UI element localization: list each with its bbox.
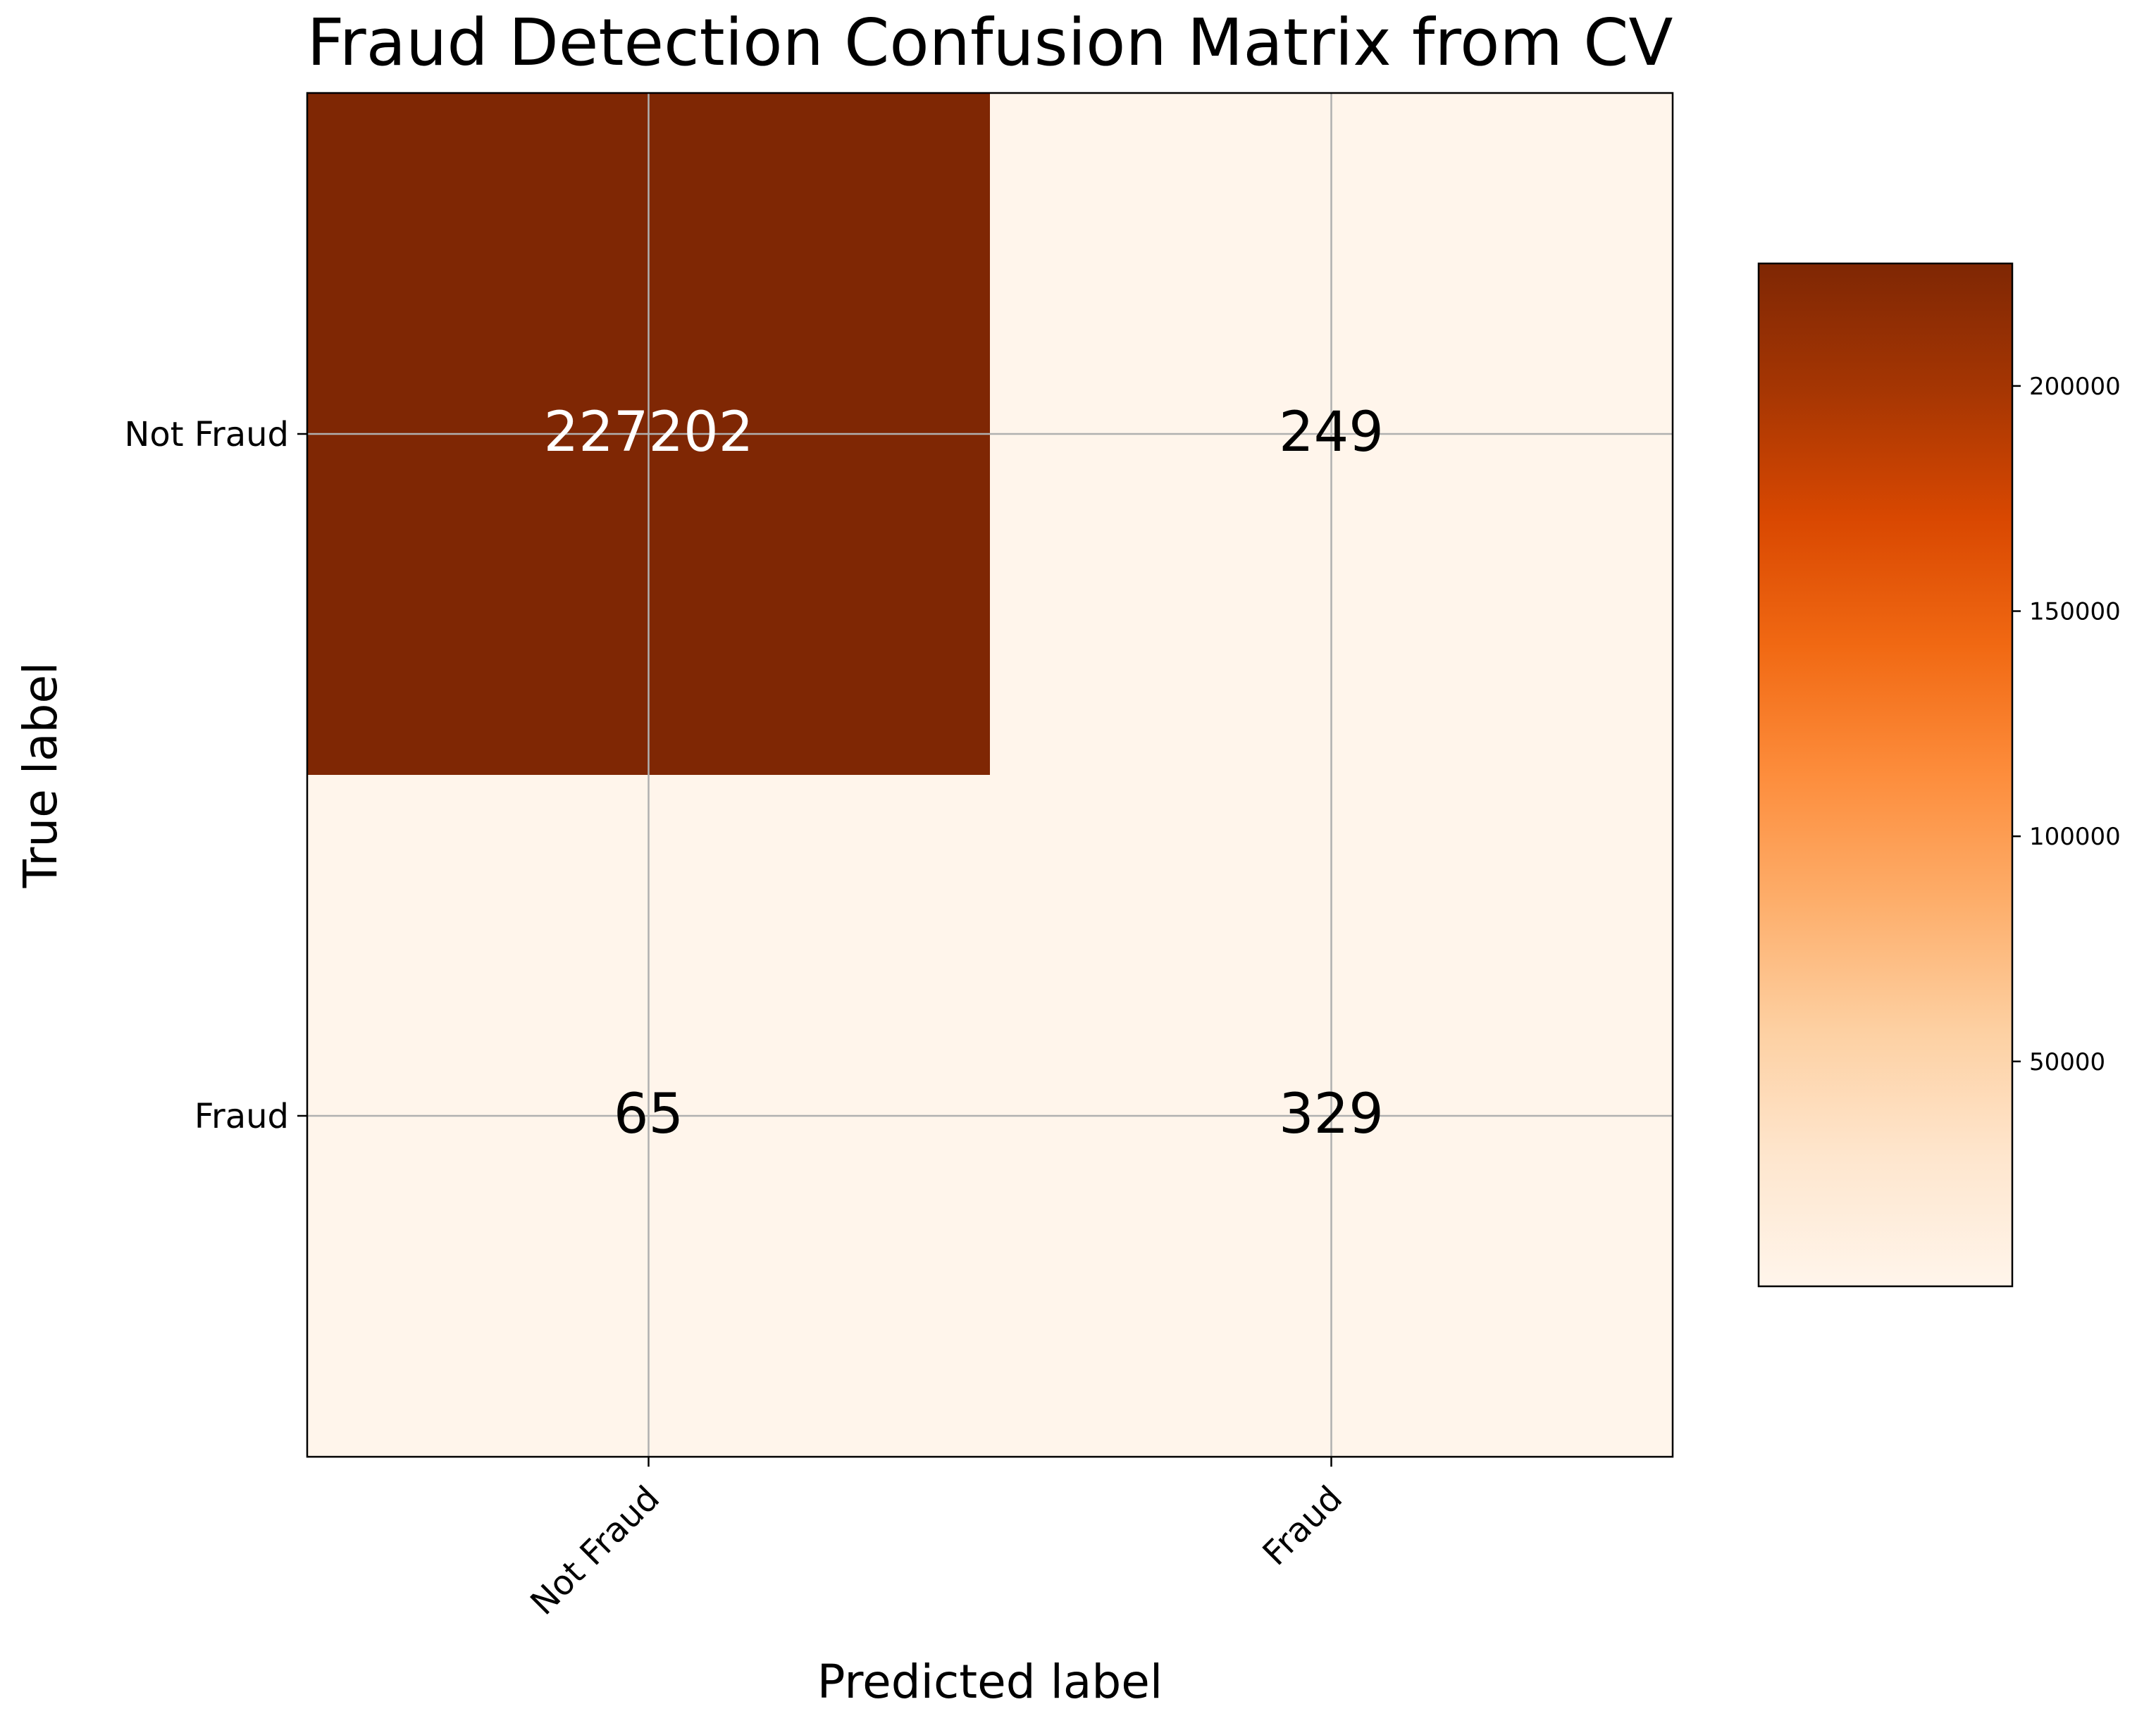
y-tick-label: Not Fraud: [124, 415, 289, 454]
chart-title: Fraud Detection Confusion Matrix from CV: [307, 5, 1673, 80]
cell-value-label: 329: [1279, 1083, 1384, 1146]
matrix-cells: [307, 93, 1673, 1457]
x-axis-label: Predicted label: [817, 1655, 1163, 1709]
y-axis-label: True label: [13, 662, 68, 889]
colorbar-tick-label: 100000: [2029, 823, 2121, 851]
grid-lines: [307, 93, 1673, 1457]
plot-frame: [306, 92, 1674, 1458]
colorbar: [1757, 262, 2014, 1288]
cell-value-label: 249: [1279, 401, 1384, 464]
cell-value-label: 65: [614, 1083, 683, 1146]
y-axis-ticks: Not Fraud Fraud: [124, 415, 307, 1136]
y-tick-label: Fraud: [194, 1097, 289, 1136]
colorbar-tick-label: 150000: [2029, 598, 2121, 626]
colorbar-tick-label: 50000: [2029, 1048, 2105, 1076]
cell-value-label: 227202: [544, 401, 754, 464]
cell-values: 227202 249 65 329: [544, 401, 1384, 1146]
colorbar-ticks: 50000 100000 150000 200000: [2012, 373, 2121, 1076]
colorbar-tick-label: 200000: [2029, 373, 2121, 401]
